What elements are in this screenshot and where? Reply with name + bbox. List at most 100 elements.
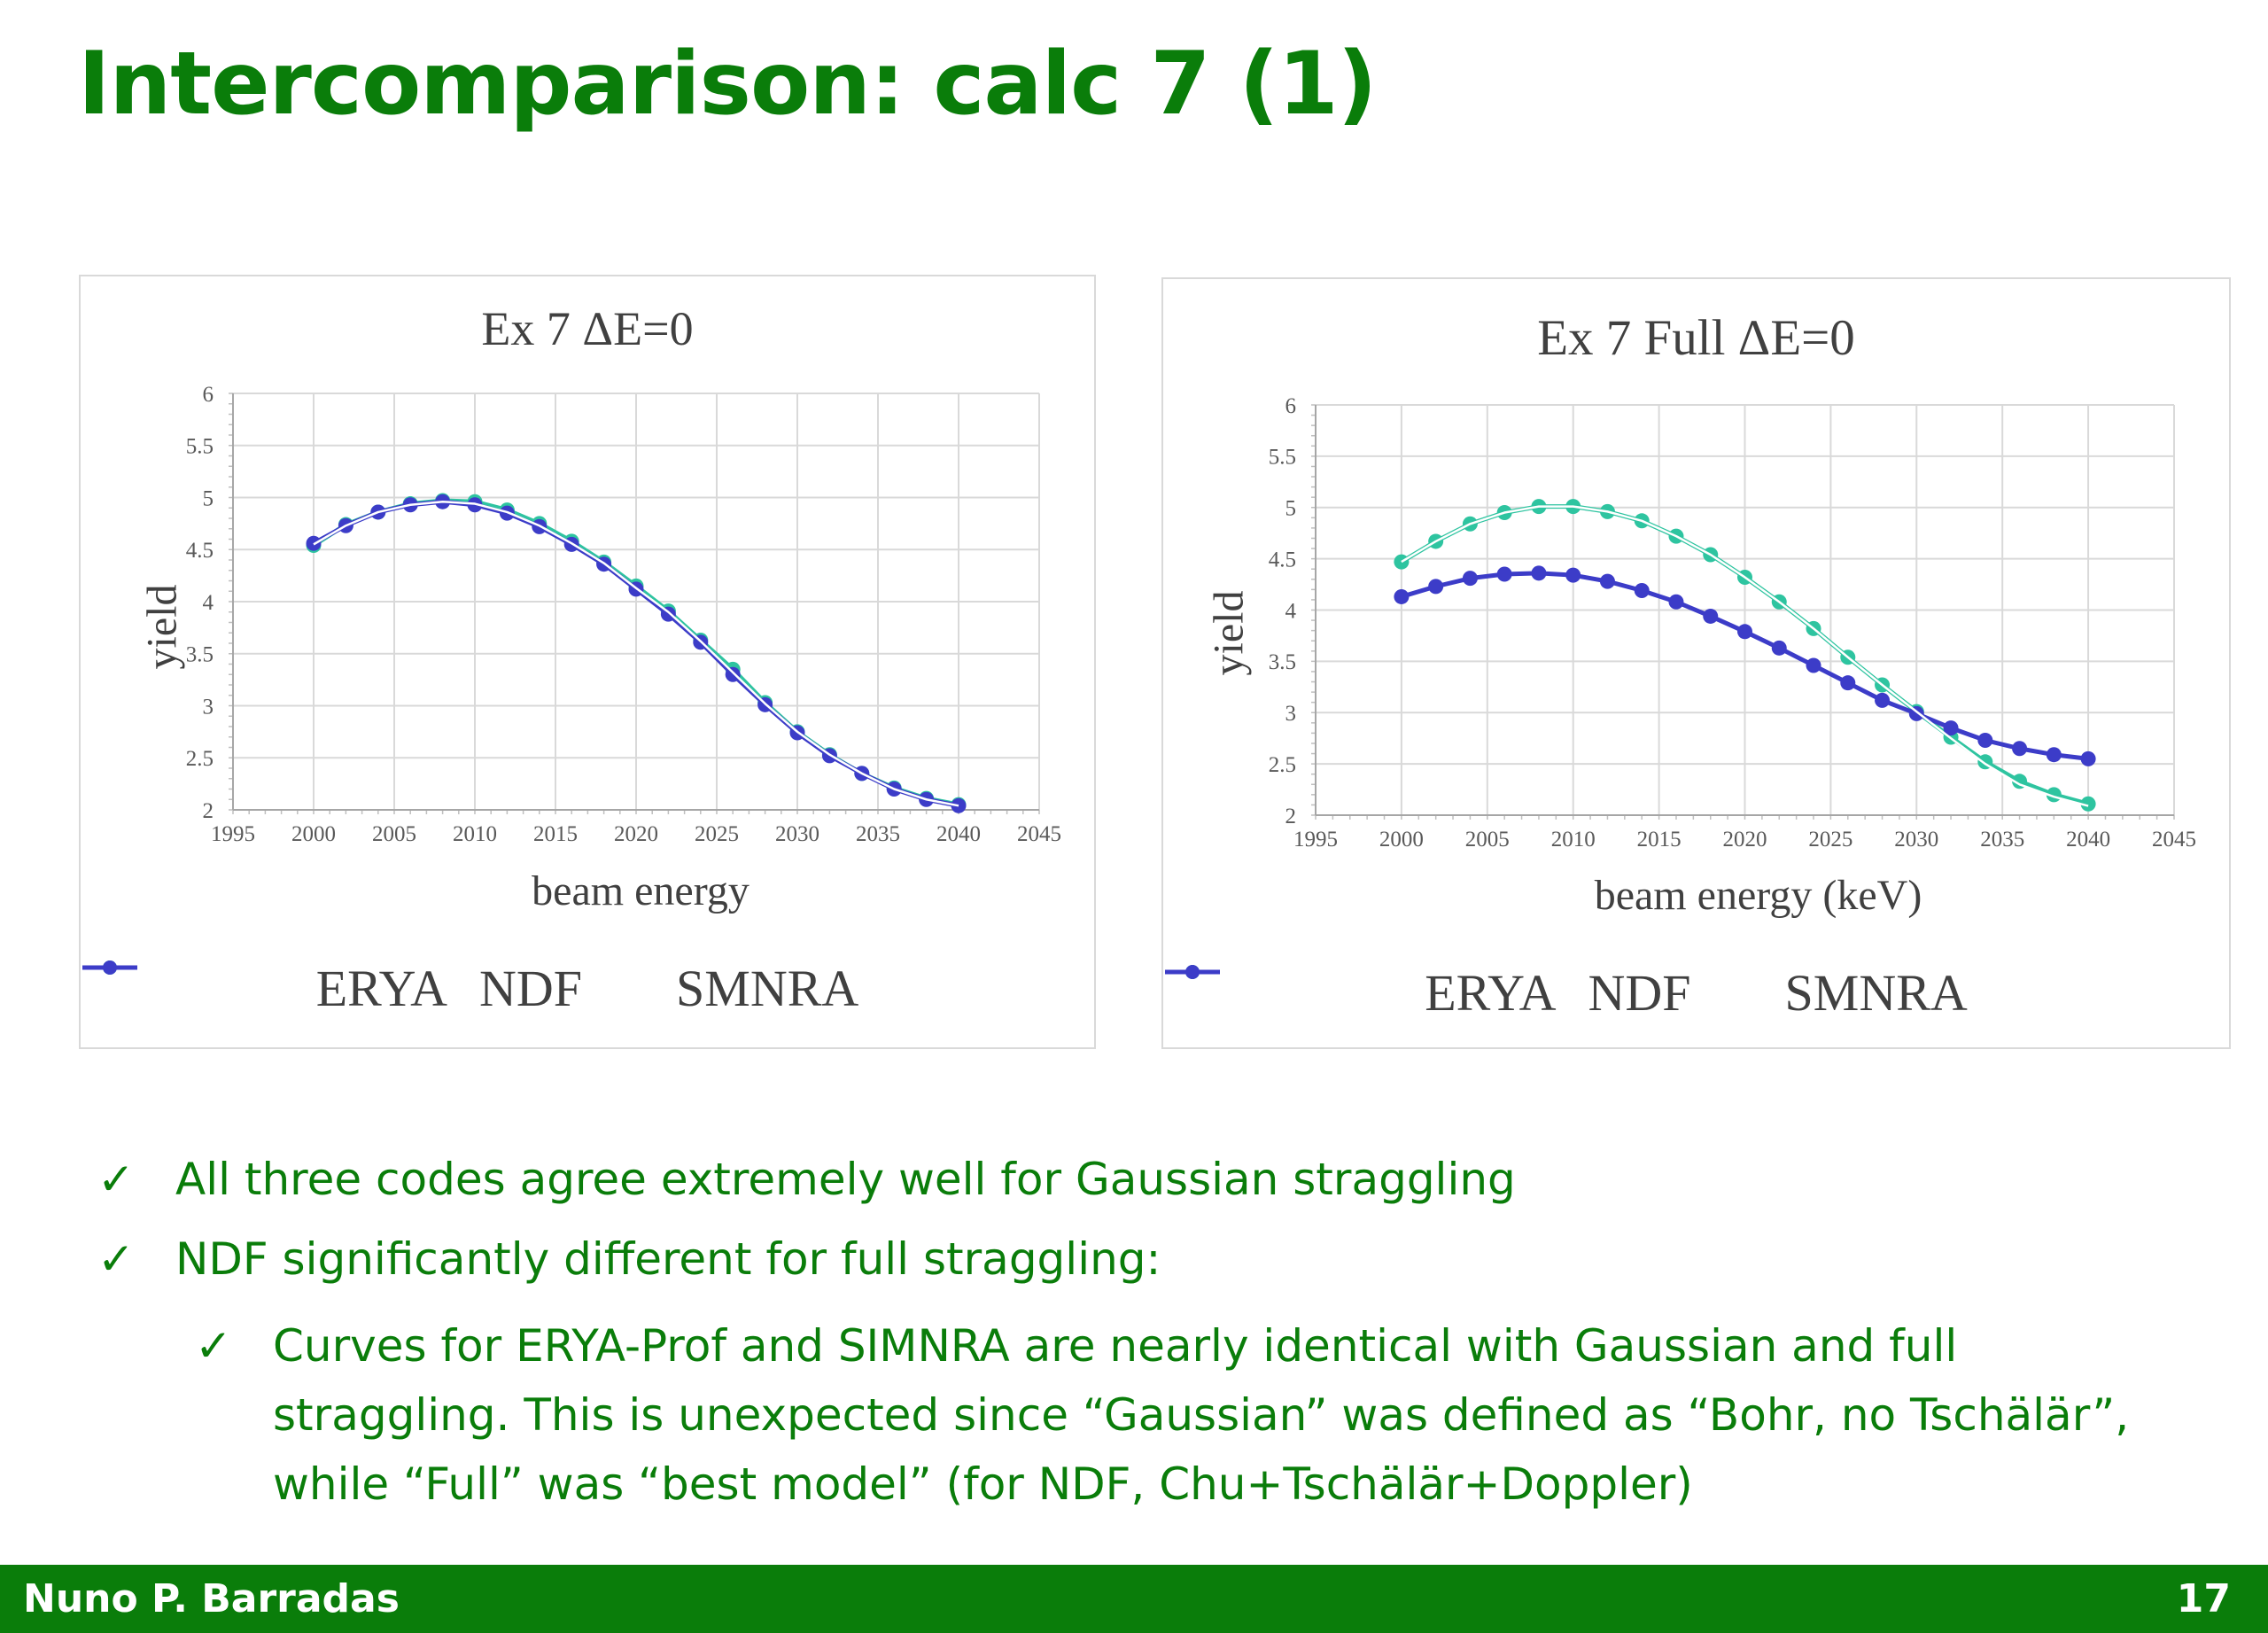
x-tick-label: 1995	[211, 822, 255, 846]
x-tick-label: 2020	[614, 822, 658, 846]
x-tick-label: 2005	[1465, 828, 1510, 851]
y-tick-label: 3.5	[1269, 650, 1296, 674]
x-tick-label: 2005	[372, 822, 416, 846]
x-tick-label: 2025	[695, 822, 739, 846]
y-tick-label: 5.5	[1269, 446, 1296, 470]
chart-plot: 1995 2000 2005 2010 2015 2020 2025 2030 2035 2040…	[1269, 394, 2196, 851]
data-point-ndf	[725, 666, 741, 682]
y-tick-label: 5.5	[186, 435, 214, 459]
x-tick-label: 2045	[1017, 822, 1061, 846]
footer-author: Nuno P. Barradas	[23, 1576, 400, 1621]
legend-label-smnra: SMNRA	[1784, 964, 1968, 1022]
chart-title: Ex 7 ΔE=0	[481, 302, 694, 355]
y-tick-label: 6	[203, 383, 214, 407]
chart-plot: 1995 2000 2005 2010 2015 2020 2025 2030 2035 2040…	[186, 383, 1061, 846]
y-tick-label: 5	[203, 486, 214, 510]
y-tick-label: 4.5	[186, 539, 214, 563]
x-tick-label: 2000	[1379, 828, 1424, 851]
data-point-ndf	[2080, 750, 2096, 766]
y-tick-label: 2	[203, 799, 214, 823]
x-tick-label: 2040	[2066, 828, 2110, 851]
x-axis-label: beam energy (keV)	[1594, 872, 1922, 919]
x-tick-label: 2015	[1637, 828, 1682, 851]
data-point-ndf	[1428, 579, 1444, 595]
data-point-ndf	[1496, 566, 1512, 582]
data-point-ndf	[1703, 608, 1719, 624]
series-line-smnra	[313, 500, 959, 807]
check-icon: ✓	[97, 1233, 135, 1285]
y-axis-label: yield	[138, 584, 186, 670]
data-point-ndf	[2046, 747, 2062, 763]
bullet-item: ✓ All three codes agree extremely well f…	[97, 1152, 2206, 1207]
bullet-text: All three codes agree extremely well for…	[175, 1154, 1516, 1205]
y-tick-label: 4	[1285, 599, 1297, 623]
data-point-ndf	[1634, 583, 1650, 599]
data-point-ndf	[1531, 565, 1547, 581]
legend-item-smnra: SMNRA	[676, 959, 858, 1018]
y-tick-label: 2.5	[186, 747, 214, 771]
legend-label-erya: ERYA	[1425, 964, 1557, 1022]
x-tick-label: 1995	[1293, 828, 1338, 851]
check-icon: ✓	[97, 1154, 135, 1205]
chart-title: Ex 7 Full ΔE=0	[1537, 310, 1855, 366]
data-point-ndf	[1806, 657, 1821, 673]
legend-item-erya: ERYA	[1165, 963, 1557, 1023]
x-tick-label: 2045	[2152, 828, 2196, 851]
data-point-ndf	[1840, 675, 1856, 691]
legend-item-ndf: NDF	[82, 959, 582, 1018]
bullet-text: NDF significantly different for full str…	[175, 1233, 1161, 1285]
chart-legend: ERYA NDF SMNRA	[81, 959, 1094, 1018]
data-point-ndf	[1875, 692, 1891, 708]
y-tick-label: 4	[203, 591, 214, 615]
y-tick-label: 3.5	[186, 643, 214, 667]
data-point-ndf	[1462, 571, 1478, 587]
slide-title: Intercomparison: calc 7 (1)	[78, 34, 1377, 135]
y-axis-label: yield	[1205, 590, 1253, 676]
bullet-text: Curves for ERYA-Prof and SIMNRA are near…	[273, 1320, 2130, 1510]
data-point-ndf	[1599, 573, 1615, 589]
legend-label-ndf: NDF	[1588, 964, 1691, 1022]
x-axis-label: beam energy	[532, 867, 750, 914]
legend-swatch-ndf	[82, 960, 137, 975]
x-tick-label: 2030	[775, 822, 819, 846]
page-number: 17	[2176, 1576, 2231, 1621]
legend-swatch-ndf	[1165, 965, 1220, 979]
footer-bar: Nuno P. Barradas 17	[0, 1565, 2268, 1633]
legend-label-smnra: SMNRA	[676, 960, 859, 1017]
chart-panel-left: Ex 7 ΔE=0 1995 2000 2005 2010 2015 2020 2025 20…	[79, 275, 1096, 1049]
legend-item-erya: ERYA	[82, 959, 447, 1018]
x-tick-label: 2010	[1551, 828, 1596, 851]
x-tick-label: 2000	[291, 822, 336, 846]
data-point-ndf	[1977, 733, 1993, 749]
x-tick-label: 2010	[453, 822, 497, 846]
y-tick-label: 2	[1285, 805, 1297, 828]
chart-legend: ERYA NDF SMNRA	[1163, 963, 2229, 1023]
data-point-ndf	[2012, 741, 2028, 757]
sub-bullet-item: ✓ Curves for ERYA-Prof and SIMNRA are ne…	[195, 1311, 2178, 1519]
x-tick-label: 2030	[1894, 828, 1938, 851]
data-point-erya	[2080, 796, 2096, 812]
data-point-ndf	[1668, 594, 1684, 610]
x-tick-label: 2035	[856, 822, 900, 846]
legend-item-ndf: NDF	[1165, 963, 1691, 1023]
x-tick-label: 2015	[533, 822, 578, 846]
y-tick-label: 3	[1285, 702, 1297, 726]
legend-label-erya: ERYA	[315, 960, 447, 1017]
data-point-ndf	[1771, 640, 1787, 656]
bullet-item: ✓ NDF significantly different for full s…	[97, 1232, 2206, 1287]
bullet-list: ✓ All three codes agree extremely well f…	[97, 1152, 2206, 1544]
data-point-ndf	[1737, 624, 1752, 640]
x-tick-label: 2035	[1980, 828, 2024, 851]
data-point-ndf	[1565, 567, 1581, 583]
series-line-smnra	[1401, 505, 2089, 807]
check-icon: ✓	[195, 1320, 232, 1372]
y-tick-label: 2.5	[1269, 753, 1296, 777]
legend-item-smnra: SMNRA	[1785, 963, 1968, 1023]
x-tick-label: 2040	[936, 822, 981, 846]
chart-panel-right: Ex 7 Full ΔE=0 1995 2000 2005 2010 2015 2020 2…	[1161, 277, 2231, 1049]
legend-label-ndf: NDF	[478, 960, 582, 1017]
x-tick-label: 2025	[1808, 828, 1852, 851]
y-tick-label: 6	[1285, 394, 1297, 418]
data-point-ndf	[1943, 720, 1959, 736]
y-tick-label: 4.5	[1269, 548, 1296, 572]
